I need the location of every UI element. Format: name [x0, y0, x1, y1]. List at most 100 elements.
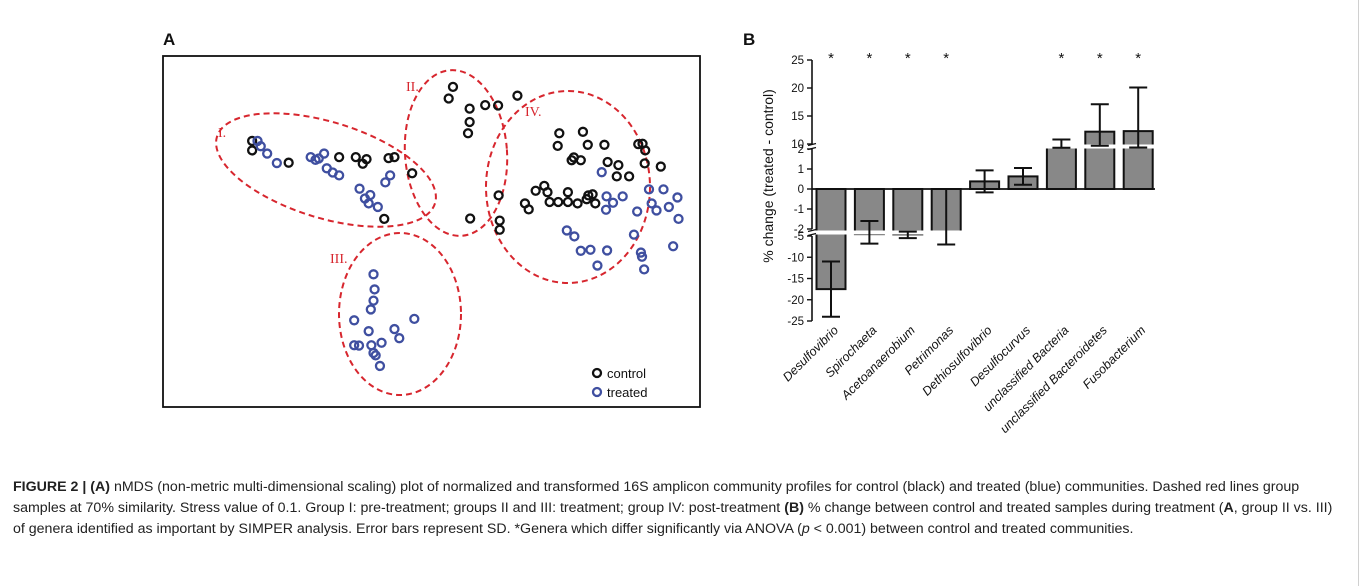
control-point	[389, 151, 400, 163]
treated-point	[673, 213, 684, 225]
control-point	[357, 158, 368, 169]
treated-point	[262, 148, 273, 159]
control-point	[283, 157, 294, 168]
y-tick-label: 1	[798, 164, 804, 176]
control-point	[530, 185, 541, 196]
treated-point	[333, 170, 345, 181]
treated-point	[376, 337, 387, 348]
treated-point	[255, 141, 266, 152]
caption-part-b-text-2: , group II vs. III) of genera identified…	[13, 500, 1333, 537]
axis-break-mark	[807, 232, 817, 237]
treated-point	[349, 340, 360, 351]
caption-p-symbol: p	[801, 521, 810, 537]
control-point	[562, 196, 574, 208]
control-point	[655, 161, 666, 172]
treated-point	[368, 269, 379, 280]
significance-marker: *	[943, 50, 949, 67]
treated-point	[575, 245, 586, 256]
figure-svg: A I. II. III. IV. control treated B % ch…	[162, 30, 1157, 436]
treated-point	[592, 260, 603, 271]
panel-b-label: B	[743, 30, 755, 49]
group-label-i: I.	[218, 126, 226, 141]
treated-point	[585, 244, 596, 255]
control-point	[464, 103, 475, 114]
treated-point	[409, 313, 420, 325]
treated-point	[354, 183, 365, 194]
caption-part-b-bold: A	[1223, 500, 1234, 516]
significance-marker: *	[828, 50, 834, 67]
treated-point	[607, 197, 619, 208]
control-point	[599, 139, 610, 150]
treated-point	[596, 167, 607, 178]
control-point	[492, 100, 504, 111]
group-ellipse-iv	[485, 90, 651, 284]
nmds-plot-frame	[162, 55, 701, 408]
treated-point	[635, 247, 647, 258]
y-tick-label: 2	[798, 144, 804, 156]
control-point	[602, 156, 613, 168]
control-point	[464, 116, 475, 128]
group-ellipse-iii	[338, 232, 462, 396]
control-point	[350, 151, 361, 163]
treated-point	[349, 315, 360, 326]
bar-unclassified-bacteria	[1045, 144, 1077, 190]
axis-break-gap	[812, 230, 1157, 235]
control-point	[494, 215, 505, 226]
treated-point	[658, 184, 669, 195]
control-point	[407, 168, 418, 179]
control-point	[572, 198, 583, 209]
significance-marker: *	[905, 50, 911, 67]
caption-part-a-label: (A)	[90, 479, 110, 495]
control-point	[493, 190, 504, 201]
treated-point	[353, 340, 365, 351]
y-tick-label: -5	[794, 231, 804, 243]
control-point	[480, 99, 491, 111]
control-point	[581, 194, 592, 205]
y-tick-label: -25	[787, 316, 804, 328]
control-point	[590, 198, 601, 209]
control-point	[552, 140, 563, 152]
treated-point	[394, 333, 405, 344]
treated-point	[632, 206, 643, 217]
control-point	[494, 224, 505, 235]
control-point	[379, 213, 390, 225]
legend-marker-control	[591, 367, 603, 379]
control-point	[553, 196, 564, 208]
significance-marker: *	[1058, 50, 1064, 67]
control-point	[447, 81, 459, 93]
y-tick-label: 25	[791, 55, 804, 67]
group-ellipse-i	[215, 112, 437, 228]
control-point	[554, 128, 565, 139]
caption-part-b-label: (B)	[784, 500, 804, 516]
treated-point	[380, 177, 391, 188]
control-point	[462, 128, 474, 139]
category-label: Dethiosulfovibrio	[919, 323, 994, 398]
axis-break-mark	[807, 228, 817, 233]
treated-point	[639, 264, 650, 275]
treated-point	[668, 241, 679, 252]
axis-break-mark	[807, 142, 817, 147]
treated-point	[628, 229, 640, 240]
caption-figure-label: FIGURE 2 |	[13, 479, 87, 495]
treated-point	[646, 198, 657, 209]
significance-marker: *	[1097, 50, 1103, 67]
caption-part-b-text: % change between control and treated sam…	[807, 500, 1224, 516]
control-point	[611, 171, 622, 182]
control-point	[633, 138, 644, 150]
group-label-iii: III.	[330, 252, 348, 267]
treated-point	[569, 231, 580, 242]
bar-chart-y-axis-title: % change (treated - control)	[760, 89, 776, 263]
treated-point	[368, 295, 379, 306]
significance-marker: *	[866, 50, 872, 67]
caption-part-a-text: nMDS (non-metric multi-dimensional scali…	[13, 479, 1300, 516]
treated-point	[372, 201, 383, 213]
treated-point	[617, 191, 628, 202]
control-point	[613, 160, 624, 171]
treated-point	[663, 201, 675, 213]
group-ellipse-ii	[403, 69, 509, 237]
treated-point	[370, 350, 381, 361]
control-point	[575, 155, 586, 166]
treated-point	[643, 184, 655, 195]
y-tick-label: 10	[791, 139, 804, 151]
